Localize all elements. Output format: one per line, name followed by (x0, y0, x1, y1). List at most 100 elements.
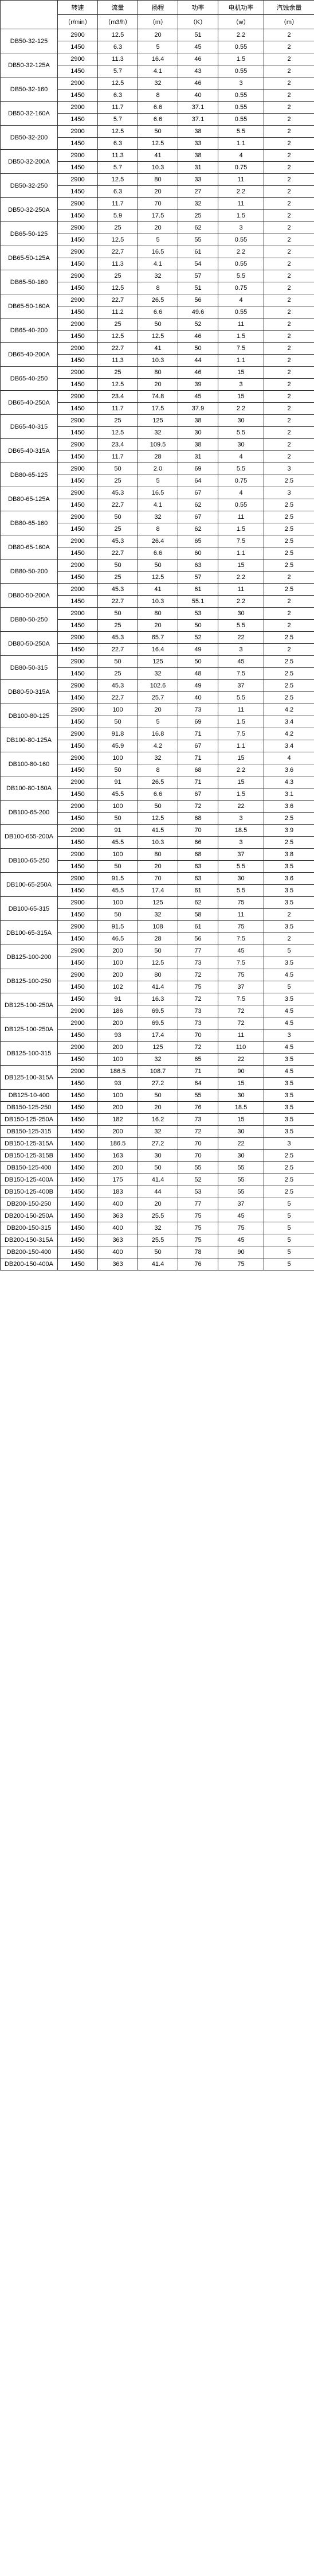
cell-speed: 2900 (58, 584, 98, 596)
table-row: DB65-50-160A290022.726.55642 (1, 294, 314, 306)
table-row: DB150-125-315B14501633070302.5 (1, 1150, 314, 1162)
cell-npsh: 2 (264, 198, 314, 210)
cell-npsh: 4.5 (264, 1017, 314, 1029)
cell-eff: 22 (218, 1138, 264, 1150)
cell-power: 46 (178, 331, 218, 343)
cell-flow: 363 (98, 1258, 138, 1270)
cell-power: 31 (178, 162, 218, 174)
cell-head: 16.4 (138, 53, 178, 65)
cell-head: 20 (138, 1102, 178, 1114)
cell-power: 73 (178, 1114, 218, 1126)
table-row: DB80-65-125A290045.316.56743 (1, 487, 314, 499)
cell-npsh: 2.5 (264, 1150, 314, 1162)
cell-head: 10.3 (138, 596, 178, 608)
cell-npsh: 2 (264, 367, 314, 379)
cell-speed: 1450 (58, 993, 98, 1005)
cell-head: 80 (138, 367, 178, 379)
cell-head: 69.5 (138, 1005, 178, 1017)
table-row: DB150-125-2501450200207618.53.5 (1, 1102, 314, 1114)
cell-flow: 91.5 (98, 873, 138, 885)
cell-flow: 22.7 (98, 294, 138, 306)
cell-flow: 25 (98, 475, 138, 487)
cell-eff: 22 (218, 632, 264, 644)
cell-head: 6.6 (138, 547, 178, 560)
cell-model: DB100-65-250 (1, 849, 58, 873)
cell-eff: 0.55 (218, 65, 264, 77)
cell-model: DB125-100-250 (1, 969, 58, 993)
cell-speed: 2900 (58, 825, 98, 837)
cell-npsh: 2 (264, 294, 314, 306)
cell-flow: 91 (98, 776, 138, 788)
cell-flow: 50 (98, 511, 138, 523)
cell-head: 32 (138, 668, 178, 680)
cell-npsh: 2 (264, 258, 314, 270)
cell-npsh: 4.3 (264, 776, 314, 788)
cell-npsh: 2 (264, 174, 314, 186)
cell-model: DB80-50-250 (1, 608, 58, 632)
cell-flow: 50 (98, 463, 138, 475)
cell-head: 50 (138, 560, 178, 572)
pump-spec-table: 转速 流量 扬程 功率 电机功率 汽蚀余量 （r/min） （m3/h） （m）… (0, 0, 314, 1270)
cell-model: DB50-32-250 (1, 174, 58, 198)
cell-speed: 1450 (58, 1126, 98, 1138)
cell-npsh: 2 (264, 379, 314, 391)
table-row: DB100-80-16029001003271154 (1, 752, 314, 764)
cell-eff: 0.75 (218, 475, 264, 487)
cell-flow: 100 (98, 957, 138, 969)
cell-npsh: 2 (264, 41, 314, 53)
cell-flow: 23.4 (98, 391, 138, 403)
cell-speed: 2900 (58, 680, 98, 692)
cell-eff: 90 (218, 1246, 264, 1258)
cell-speed: 1450 (58, 1054, 98, 1066)
cell-power: 75 (178, 1210, 218, 1222)
cell-power: 75 (178, 1234, 218, 1246)
cell-flow: 5.7 (98, 65, 138, 77)
table-row: DB50-32-125290012.520512.22 (1, 29, 314, 41)
table-row: DB100-65-250A290091.57063303.6 (1, 873, 314, 885)
cell-npsh: 4.5 (264, 1042, 314, 1054)
cell-speed: 1450 (58, 451, 98, 463)
cell-model: DB50-32-125A (1, 53, 58, 77)
cell-flow: 22.7 (98, 692, 138, 704)
cell-speed: 2900 (58, 608, 98, 620)
cell-eff: 30 (218, 873, 264, 885)
cell-model: DB65-50-160 (1, 270, 58, 294)
cell-speed: 2900 (58, 511, 98, 523)
table-header: 转速 流量 扬程 功率 电机功率 汽蚀余量 （r/min） （m3/h） （m）… (1, 1, 314, 29)
cell-flow: 46.5 (98, 933, 138, 945)
cell-head: 25.5 (138, 1234, 178, 1246)
cell-head: 10.3 (138, 837, 178, 849)
cell-flow: 50 (98, 656, 138, 668)
cell-speed: 1450 (58, 234, 98, 246)
table-row: DB125-10-40014501005055303.5 (1, 1090, 314, 1102)
cell-flow: 45.3 (98, 584, 138, 596)
cell-flow: 6.3 (98, 186, 138, 198)
cell-flow: 91.8 (98, 728, 138, 740)
table-row: DB80-50-2502900508053302 (1, 608, 314, 620)
cell-speed: 1450 (58, 379, 98, 391)
cell-speed: 2900 (58, 849, 98, 861)
cell-flow: 100 (98, 1090, 138, 1102)
cell-npsh: 4.5 (264, 1005, 314, 1017)
cell-speed: 2900 (58, 969, 98, 981)
cell-flow: 400 (98, 1198, 138, 1210)
table-row: DB150-125-31514502003272303.5 (1, 1126, 314, 1138)
cell-eff: 37 (218, 680, 264, 692)
cell-speed: 1450 (58, 1258, 98, 1270)
cell-head: 4.2 (138, 740, 178, 752)
cell-flow: 11.3 (98, 258, 138, 270)
cell-eff: 37 (218, 981, 264, 993)
cell-head: 80 (138, 969, 178, 981)
cell-eff: 72 (218, 1005, 264, 1017)
cell-head: 125 (138, 1042, 178, 1054)
cell-flow: 200 (98, 1126, 138, 1138)
cell-head: 6.6 (138, 306, 178, 318)
cell-npsh: 2 (264, 909, 314, 921)
cell-flow: 25 (98, 523, 138, 535)
cell-speed: 1450 (58, 403, 98, 415)
cell-power: 46 (178, 77, 218, 90)
cell-power: 72 (178, 993, 218, 1005)
cell-speed: 2900 (58, 270, 98, 282)
cell-speed: 1450 (58, 668, 98, 680)
cell-npsh: 2 (264, 439, 314, 451)
